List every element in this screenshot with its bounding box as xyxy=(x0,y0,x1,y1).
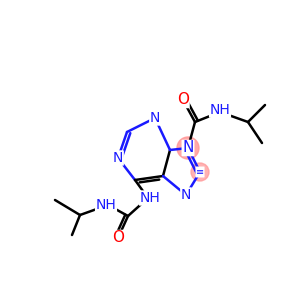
Text: ≡: ≡ xyxy=(196,167,204,177)
Text: N: N xyxy=(181,188,191,202)
Circle shape xyxy=(177,137,199,159)
Text: NH: NH xyxy=(210,103,230,117)
Text: O: O xyxy=(112,230,124,245)
Text: NH: NH xyxy=(96,198,116,212)
Text: N: N xyxy=(150,111,160,125)
Circle shape xyxy=(191,163,209,181)
Text: N: N xyxy=(182,140,194,155)
Text: NH: NH xyxy=(140,191,160,205)
Text: O: O xyxy=(177,92,189,107)
Text: N: N xyxy=(113,151,123,165)
